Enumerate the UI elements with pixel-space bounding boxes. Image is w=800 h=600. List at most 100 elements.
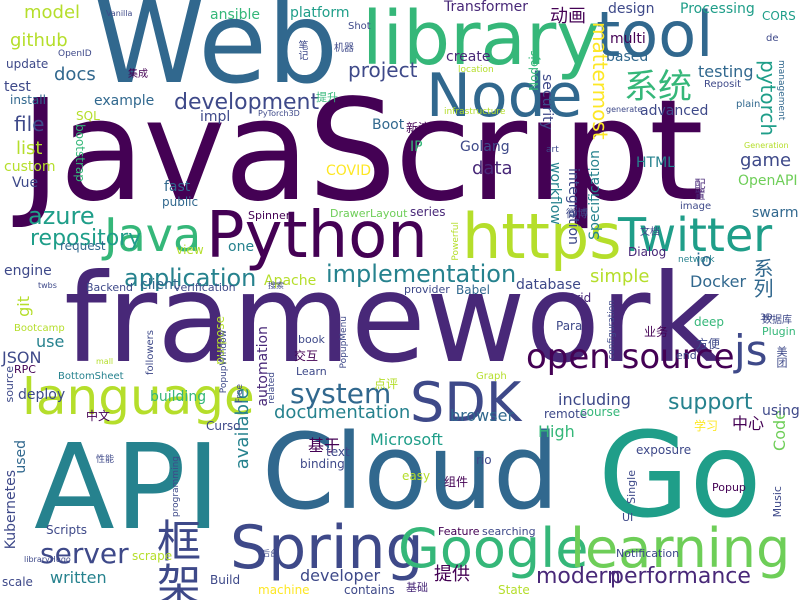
word: docs [54, 64, 96, 85]
word: Babel [456, 283, 490, 297]
word: Bootcamp [14, 323, 65, 334]
word: 3D [760, 313, 773, 323]
word: Free [235, 384, 245, 404]
word: DrawerLayout [330, 207, 408, 220]
word: learning [570, 517, 791, 580]
word: testing [698, 62, 754, 81]
word: exposure [636, 443, 692, 457]
word: BottomSheet [58, 371, 124, 382]
word: 笔记 [296, 40, 307, 60]
word: mattermost [588, 22, 612, 140]
word: 提升 [316, 91, 338, 104]
word: image [680, 201, 712, 212]
word: deploy [18, 387, 66, 403]
word: Spinner [248, 209, 291, 222]
word: Notification [616, 547, 680, 560]
word: multi [610, 31, 646, 47]
word: Cloud [262, 411, 560, 533]
word: framework [64, 248, 722, 390]
word: 微博 [566, 207, 588, 220]
word: Kubernetes [3, 470, 19, 550]
word: Generation [744, 141, 789, 150]
word: Java [104, 208, 202, 262]
word: libraryHugo [24, 555, 71, 564]
word: used [13, 440, 29, 474]
word: implementation [326, 260, 517, 288]
word: 中文 [86, 409, 111, 423]
word: 美团 [775, 346, 788, 368]
word: Apache [264, 273, 317, 289]
word: Dialog [628, 245, 667, 259]
word: SQL [76, 109, 100, 123]
word: 框架 [149, 518, 200, 600]
word: js [734, 326, 768, 375]
word: Docker [690, 272, 747, 291]
word: open source [526, 337, 735, 377]
word: plain [736, 99, 761, 110]
word: bootstrap [73, 124, 87, 182]
word: mall [96, 357, 114, 366]
word: series [410, 205, 446, 219]
word: repository [30, 226, 142, 251]
word: PopupMenu [339, 316, 349, 369]
word: location [458, 65, 494, 75]
word: engine [4, 263, 52, 279]
word: Graph [476, 371, 507, 382]
word: source [3, 366, 16, 403]
word: Single [625, 470, 638, 504]
word: create [446, 49, 491, 65]
word: update [6, 57, 49, 71]
word: workflow [547, 162, 563, 225]
word: twbs [38, 281, 57, 290]
word: game [740, 150, 792, 171]
word: 动画 [550, 6, 586, 27]
word: 新浪 [406, 121, 431, 135]
word: design [608, 1, 655, 17]
word: simple [590, 266, 650, 287]
word: 系列 [750, 258, 774, 298]
word: book [298, 333, 325, 346]
word: Node [426, 61, 583, 131]
word: 点评 [374, 377, 399, 391]
word: 后台 [262, 549, 278, 558]
word: security [539, 74, 555, 130]
word: 方便 [696, 337, 721, 351]
word: platform [290, 5, 350, 21]
word: generate [606, 105, 643, 114]
word: building [150, 389, 207, 405]
word: test [4, 79, 31, 95]
word: 中心 [732, 414, 765, 433]
word: 数据库 [762, 315, 792, 326]
word: custom [4, 159, 56, 175]
word: install [10, 93, 46, 107]
word: Popup [712, 481, 746, 494]
word: file [14, 112, 45, 136]
word: 业务 [644, 325, 669, 339]
word: remote [544, 407, 588, 421]
word: High [538, 422, 575, 441]
word: infrastructure [444, 107, 506, 117]
word: based [606, 49, 649, 65]
word: project [348, 58, 418, 82]
word: fast [164, 179, 191, 195]
word: library [362, 0, 601, 82]
word: course [580, 405, 621, 419]
word: COVID [326, 163, 372, 179]
word: 提供 [434, 564, 470, 585]
word: 配置 [693, 178, 706, 200]
word: integration [565, 168, 581, 245]
word: searching [482, 525, 536, 538]
word: Web [94, 0, 339, 109]
word: documentation [274, 402, 411, 423]
word: PopupWindow [219, 330, 229, 394]
word: performance [610, 564, 751, 589]
word: text [326, 445, 350, 459]
word: example [94, 93, 155, 109]
word: State [498, 583, 530, 597]
word: advanced [640, 103, 709, 119]
word: Python [206, 199, 428, 273]
word: modern [536, 564, 621, 589]
word: CORS [762, 9, 796, 23]
word: JavaScript [20, 70, 704, 233]
word: Microsoft [370, 430, 443, 449]
